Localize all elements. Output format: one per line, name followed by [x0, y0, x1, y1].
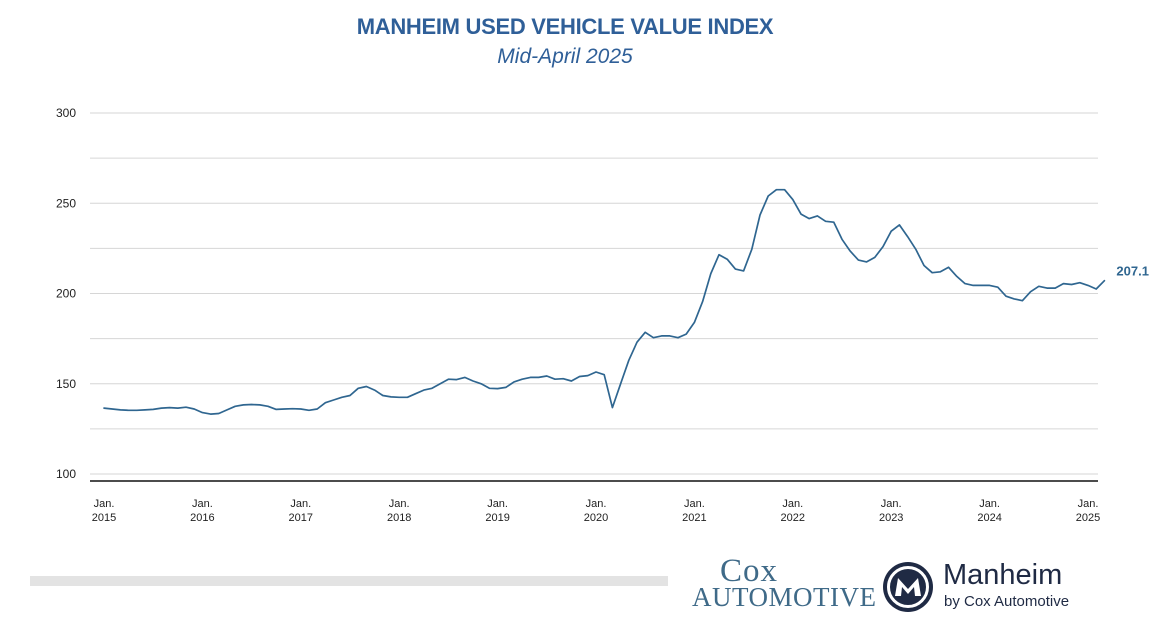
- x-tick-label-year: 2022: [781, 512, 805, 524]
- x-tick-label-month: Jan.: [1078, 498, 1099, 510]
- x-tick-label-month: Jan.: [684, 498, 705, 510]
- x-tick-label-year: 2021: [682, 512, 706, 524]
- x-tick-label-month: Jan.: [192, 498, 213, 510]
- x-tick-label-month: Jan.: [389, 498, 410, 510]
- cox-logo-bottom: AUTOMOTIVE: [692, 582, 877, 612]
- x-tick-label-month: Jan.: [586, 498, 607, 510]
- x-tick-label-year: 2019: [485, 512, 509, 524]
- last-value-label: 207.1: [1116, 264, 1149, 279]
- x-tick-label-year: 2016: [190, 512, 214, 524]
- footer-divider-bar: [30, 576, 668, 586]
- cox-logo-top: Cox: [720, 553, 779, 589]
- y-tick-label: 250: [56, 196, 76, 210]
- y-tick-label: 200: [56, 287, 76, 301]
- manheim-logo-name: Manheim: [943, 559, 1063, 591]
- x-tick-label-year: 2024: [977, 512, 1001, 524]
- series-line-index: [103, 188, 1106, 415]
- x-tick-label-year: 2018: [387, 512, 411, 524]
- x-tick-label-year: 2025: [1076, 512, 1100, 524]
- x-tick-label-year: 2017: [289, 512, 313, 524]
- x-tick-label-year: 2023: [879, 512, 903, 524]
- manheim-logo-tagline: by Cox Automotive: [944, 593, 1070, 610]
- x-tick-label-month: Jan.: [94, 498, 115, 510]
- chart-subtitle: Mid-April 2025: [497, 45, 633, 68]
- line-chart: 100 150 200 250 300 Jan. 2015 Jan. 2016 Jan. 2017 J…: [56, 106, 1149, 524]
- y-tick-label: 100: [56, 467, 76, 481]
- x-tick-label-month: Jan.: [487, 498, 508, 510]
- x-tick-label-month: Jan.: [979, 498, 1000, 510]
- cox-automotive-logo: Cox AUTOMOTIVE: [692, 555, 876, 611]
- x-tick-label-year: 2015: [92, 512, 116, 524]
- x-tick-label-month: Jan.: [782, 498, 803, 510]
- chart-title: MANHEIM USED VEHICLE VALUE INDEX: [356, 14, 774, 39]
- manheim-m-icon: [883, 562, 933, 612]
- y-tick-label: 300: [56, 106, 76, 120]
- x-tick-label-month: Jan.: [290, 498, 311, 510]
- x-tick-label-year: 2020: [584, 512, 608, 524]
- x-tick-label-month: Jan.: [881, 498, 902, 510]
- y-tick-label: 150: [56, 377, 76, 391]
